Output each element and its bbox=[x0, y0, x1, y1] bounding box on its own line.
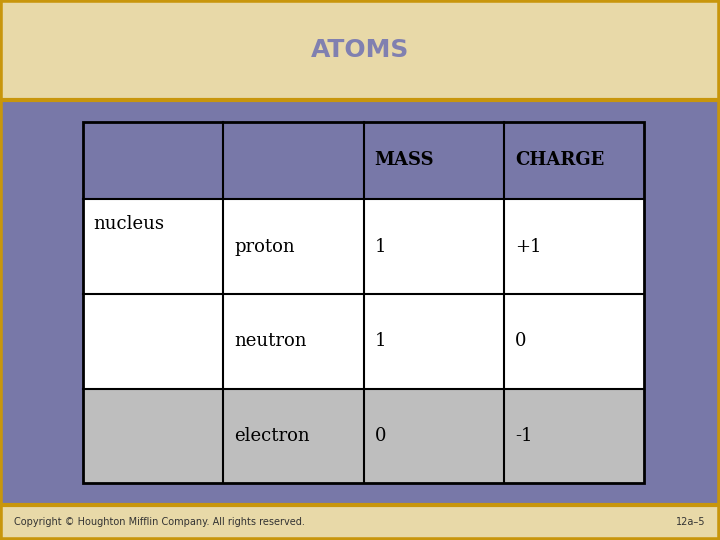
Bar bbox=[83, 199, 223, 294]
Text: 1: 1 bbox=[374, 333, 386, 350]
Text: proton: proton bbox=[234, 238, 294, 255]
Bar bbox=[504, 199, 644, 294]
Text: electron: electron bbox=[234, 427, 310, 445]
FancyBboxPatch shape bbox=[0, 100, 720, 505]
Bar bbox=[364, 294, 504, 389]
Bar bbox=[83, 122, 644, 483]
Text: Copyright © Houghton Mifflin Company. All rights reserved.: Copyright © Houghton Mifflin Company. Al… bbox=[14, 517, 305, 528]
Text: 1: 1 bbox=[374, 238, 386, 255]
Text: CHARGE: CHARGE bbox=[515, 151, 604, 170]
Bar bbox=[504, 294, 644, 389]
Text: +1: +1 bbox=[515, 238, 541, 255]
Bar bbox=[223, 122, 364, 199]
Bar bbox=[83, 122, 223, 199]
Text: nucleus: nucleus bbox=[94, 215, 165, 233]
Bar bbox=[83, 389, 223, 483]
Bar bbox=[223, 199, 364, 294]
Bar bbox=[364, 199, 504, 294]
Text: 0: 0 bbox=[374, 427, 386, 445]
Bar bbox=[364, 122, 504, 199]
Text: 0: 0 bbox=[515, 333, 526, 350]
Text: neutron: neutron bbox=[234, 333, 307, 350]
Bar bbox=[504, 389, 644, 483]
Bar bbox=[364, 389, 504, 483]
Bar bbox=[223, 389, 364, 483]
FancyBboxPatch shape bbox=[0, 0, 720, 100]
Text: MASS: MASS bbox=[374, 151, 434, 170]
Bar bbox=[504, 122, 644, 199]
Text: 12a–5: 12a–5 bbox=[676, 517, 706, 528]
Bar bbox=[83, 294, 223, 389]
Bar bbox=[223, 294, 364, 389]
Text: -1: -1 bbox=[515, 427, 532, 445]
Text: ATOMS: ATOMS bbox=[311, 38, 409, 62]
